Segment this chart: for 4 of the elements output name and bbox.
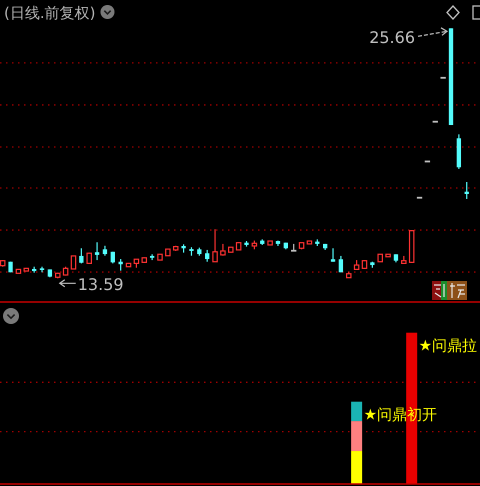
series-label: ★问鼎拉: [418, 336, 478, 355]
annotation: 13.59: [78, 274, 124, 294]
chart-title: (日线.前复权): [4, 4, 96, 22]
annotation: 25.66: [369, 28, 415, 47]
